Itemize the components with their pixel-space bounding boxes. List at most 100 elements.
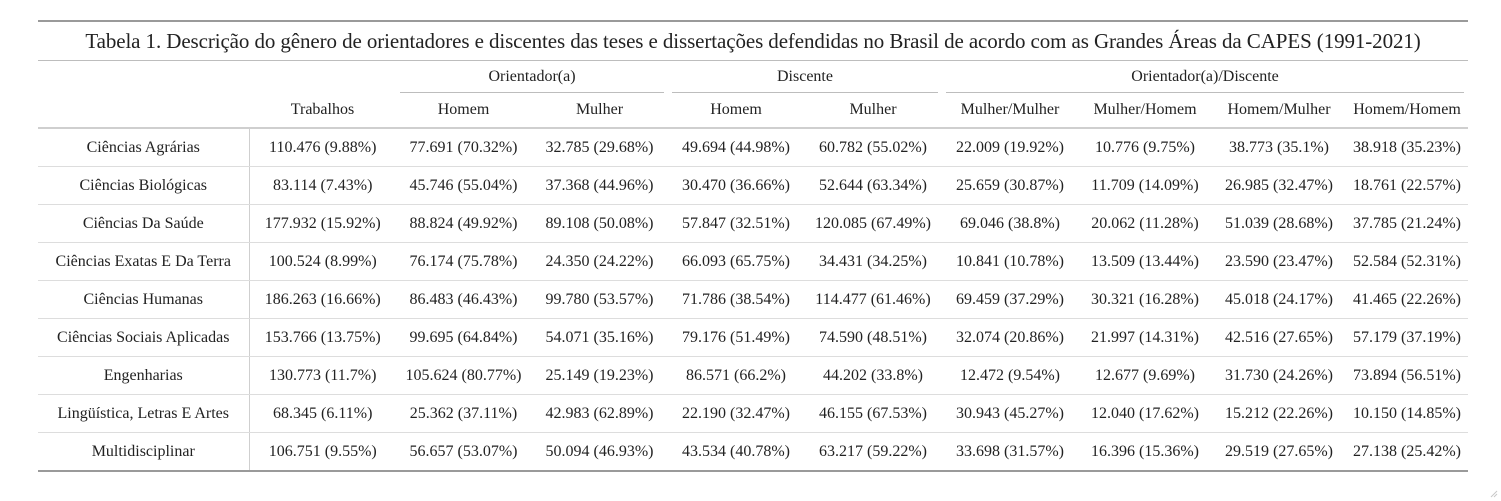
value-cell: 33.698 (31.57%) xyxy=(942,432,1078,472)
value-cell: 153.766 (13.75%) xyxy=(249,318,396,357)
value-cell: 86.571 (66.2%) xyxy=(668,356,804,395)
table-row: Ciências Da Saúde 177.932 (15.92%) 88.824 … xyxy=(38,204,1469,243)
value-cell: 63.217 (59.22%) xyxy=(804,432,942,472)
value-cell: 29.519 (27.65%) xyxy=(1212,432,1346,472)
value-cell: 57.179 (37.19%) xyxy=(1346,318,1469,357)
value-cell: 52.584 (52.31%) xyxy=(1346,242,1469,281)
value-cell: 57.847 (32.51%) xyxy=(668,204,804,243)
header-homem-homem: Homem/Homem xyxy=(1346,93,1469,129)
value-cell: 11.709 (14.09%) xyxy=(1078,166,1212,205)
value-cell: 10.776 (9.75%) xyxy=(1078,128,1212,167)
group-underline xyxy=(672,92,938,93)
table-row: Ciências Exatas E Da Terra 100.524 (8.99%… xyxy=(38,242,1469,281)
area-name-cell: Lingüística, Letras E Artes xyxy=(38,394,250,433)
table-row: Ciências Biológicas 83.114 (7.43%) 45.746 … xyxy=(38,166,1469,205)
value-cell: 71.786 (38.54%) xyxy=(668,280,804,319)
value-cell: 83.114 (7.43%) xyxy=(249,166,396,205)
value-cell: 42.983 (62.89%) xyxy=(531,394,668,433)
group-header-discente-label: Discente xyxy=(777,68,833,85)
value-cell: 13.509 (13.44%) xyxy=(1078,242,1212,281)
value-cell: 15.212 (22.26%) xyxy=(1212,394,1346,433)
area-name-cell: Multidisciplinar xyxy=(38,432,250,472)
value-cell: 45.746 (55.04%) xyxy=(396,166,531,205)
value-cell: 12.677 (9.69%) xyxy=(1078,356,1212,395)
table-container: Tabela 1. Descrição do gênero de orienta… xyxy=(38,20,1469,472)
table-row: Ciências Sociais Aplicadas 153.766 (13.75… xyxy=(38,318,1469,357)
value-cell: 105.624 (80.77%) xyxy=(396,356,531,395)
group-underline xyxy=(946,92,1465,93)
value-cell: 25.362 (37.11%) xyxy=(396,394,531,433)
value-cell: 23.590 (23.47%) xyxy=(1212,242,1346,281)
header-mulher-mulher: Mulher/Mulher xyxy=(942,93,1078,129)
group-underline xyxy=(400,92,664,93)
value-cell: 25.659 (30.87%) xyxy=(942,166,1078,205)
value-cell: 37.368 (44.96%) xyxy=(531,166,668,205)
value-cell: 38.773 (35.1%) xyxy=(1212,128,1346,167)
value-cell: 51.039 (28.68%) xyxy=(1212,204,1346,243)
group-header-orientador-discente-label: Orientador(a)/Discente xyxy=(1131,68,1279,85)
value-cell: 56.657 (53.07%) xyxy=(396,432,531,472)
header-empty-trabalhos xyxy=(249,61,396,94)
value-cell: 10.841 (10.78%) xyxy=(942,242,1078,281)
value-cell: 20.062 (11.28%) xyxy=(1078,204,1212,243)
value-cell: 16.396 (15.36%) xyxy=(1078,432,1212,472)
value-cell: 130.773 (11.7%) xyxy=(249,356,396,395)
value-cell: 114.477 (61.46%) xyxy=(804,280,942,319)
area-name-cell: Ciências Sociais Aplicadas xyxy=(38,318,250,357)
area-name-cell: Ciências Da Saúde xyxy=(38,204,250,243)
value-cell: 22.009 (19.92%) xyxy=(942,128,1078,167)
value-cell: 32.074 (20.86%) xyxy=(942,318,1078,357)
value-cell: 177.932 (15.92%) xyxy=(249,204,396,243)
area-name-cell: Engenharias xyxy=(38,356,250,395)
area-name-cell: Ciências Humanas xyxy=(38,280,250,319)
value-cell: 12.472 (9.54%) xyxy=(942,356,1078,395)
header-empty-area xyxy=(38,61,249,94)
value-cell: 32.785 (29.68%) xyxy=(531,128,668,167)
resize-grip-icon xyxy=(1490,490,1498,498)
value-cell: 25.149 (19.23%) xyxy=(531,356,668,395)
value-cell: 49.694 (44.98%) xyxy=(668,128,804,167)
group-header-orientador-label: Orientador(a) xyxy=(488,68,576,85)
header-orientador-mulher: Mulher xyxy=(531,93,668,129)
value-cell: 43.534 (40.78%) xyxy=(668,432,804,472)
header-discente-mulher: Mulher xyxy=(804,93,942,129)
top-rule xyxy=(38,20,1468,22)
header-trabalhos: Trabalhos xyxy=(249,93,396,129)
table-row: Multidisciplinar 106.751 (9.55%) 56.657 (5… xyxy=(38,432,1469,472)
value-cell: 21.997 (14.31%) xyxy=(1078,318,1212,357)
value-cell: 30.321 (16.28%) xyxy=(1078,280,1212,319)
value-cell: 50.094 (46.93%) xyxy=(531,432,668,472)
table-caption: Tabela 1. Descrição do gênero de orienta… xyxy=(85,29,1421,53)
value-cell: 76.174 (75.78%) xyxy=(396,242,531,281)
table-row: Engenharias 130.773 (11.7%) 105.624 (80.77… xyxy=(38,356,1469,395)
header-area xyxy=(38,93,249,129)
value-cell: 22.190 (32.47%) xyxy=(668,394,804,433)
value-cell: 44.202 (33.8%) xyxy=(804,356,942,395)
value-cell: 66.093 (65.75%) xyxy=(668,242,804,281)
header-orientador-homem: Homem xyxy=(396,93,531,129)
value-cell: 26.985 (32.47%) xyxy=(1212,166,1346,205)
value-cell: 68.345 (6.11%) xyxy=(249,394,396,433)
group-header-orientador-discente: Orientador(a)/Discente xyxy=(942,61,1468,93)
value-cell: 88.824 (49.92%) xyxy=(396,204,531,243)
value-cell: 120.085 (67.49%) xyxy=(804,204,942,243)
value-cell: 12.040 (17.62%) xyxy=(1078,394,1212,433)
value-cell: 30.943 (45.27%) xyxy=(942,394,1078,433)
value-cell: 77.691 (70.32%) xyxy=(396,128,531,167)
area-name-cell: Ciências Agrárias xyxy=(38,128,250,167)
value-cell: 41.465 (22.26%) xyxy=(1346,280,1469,319)
value-cell: 186.263 (16.66%) xyxy=(249,280,396,319)
table-row: Ciências Agrárias 110.476 (9.88%) 77.691 (… xyxy=(38,128,1469,167)
group-header-discente: Discente xyxy=(668,61,942,93)
header-mulher-homem: Mulher/Homem xyxy=(1078,93,1212,129)
value-cell: 89.108 (50.08%) xyxy=(531,204,668,243)
value-cell: 24.350 (24.22%) xyxy=(531,242,668,281)
group-header-orientador: Orientador(a) xyxy=(396,61,668,93)
value-cell: 99.695 (64.84%) xyxy=(396,318,531,357)
header-discente-homem: Homem xyxy=(668,93,804,129)
data-table: Tabela 1. Descrição do gênero de orienta… xyxy=(38,22,1469,472)
value-cell: 34.431 (34.25%) xyxy=(804,242,942,281)
area-name-cell: Ciências Exatas E Da Terra xyxy=(38,242,250,281)
value-cell: 69.459 (37.29%) xyxy=(942,280,1078,319)
value-cell: 10.150 (14.85%) xyxy=(1346,394,1469,433)
